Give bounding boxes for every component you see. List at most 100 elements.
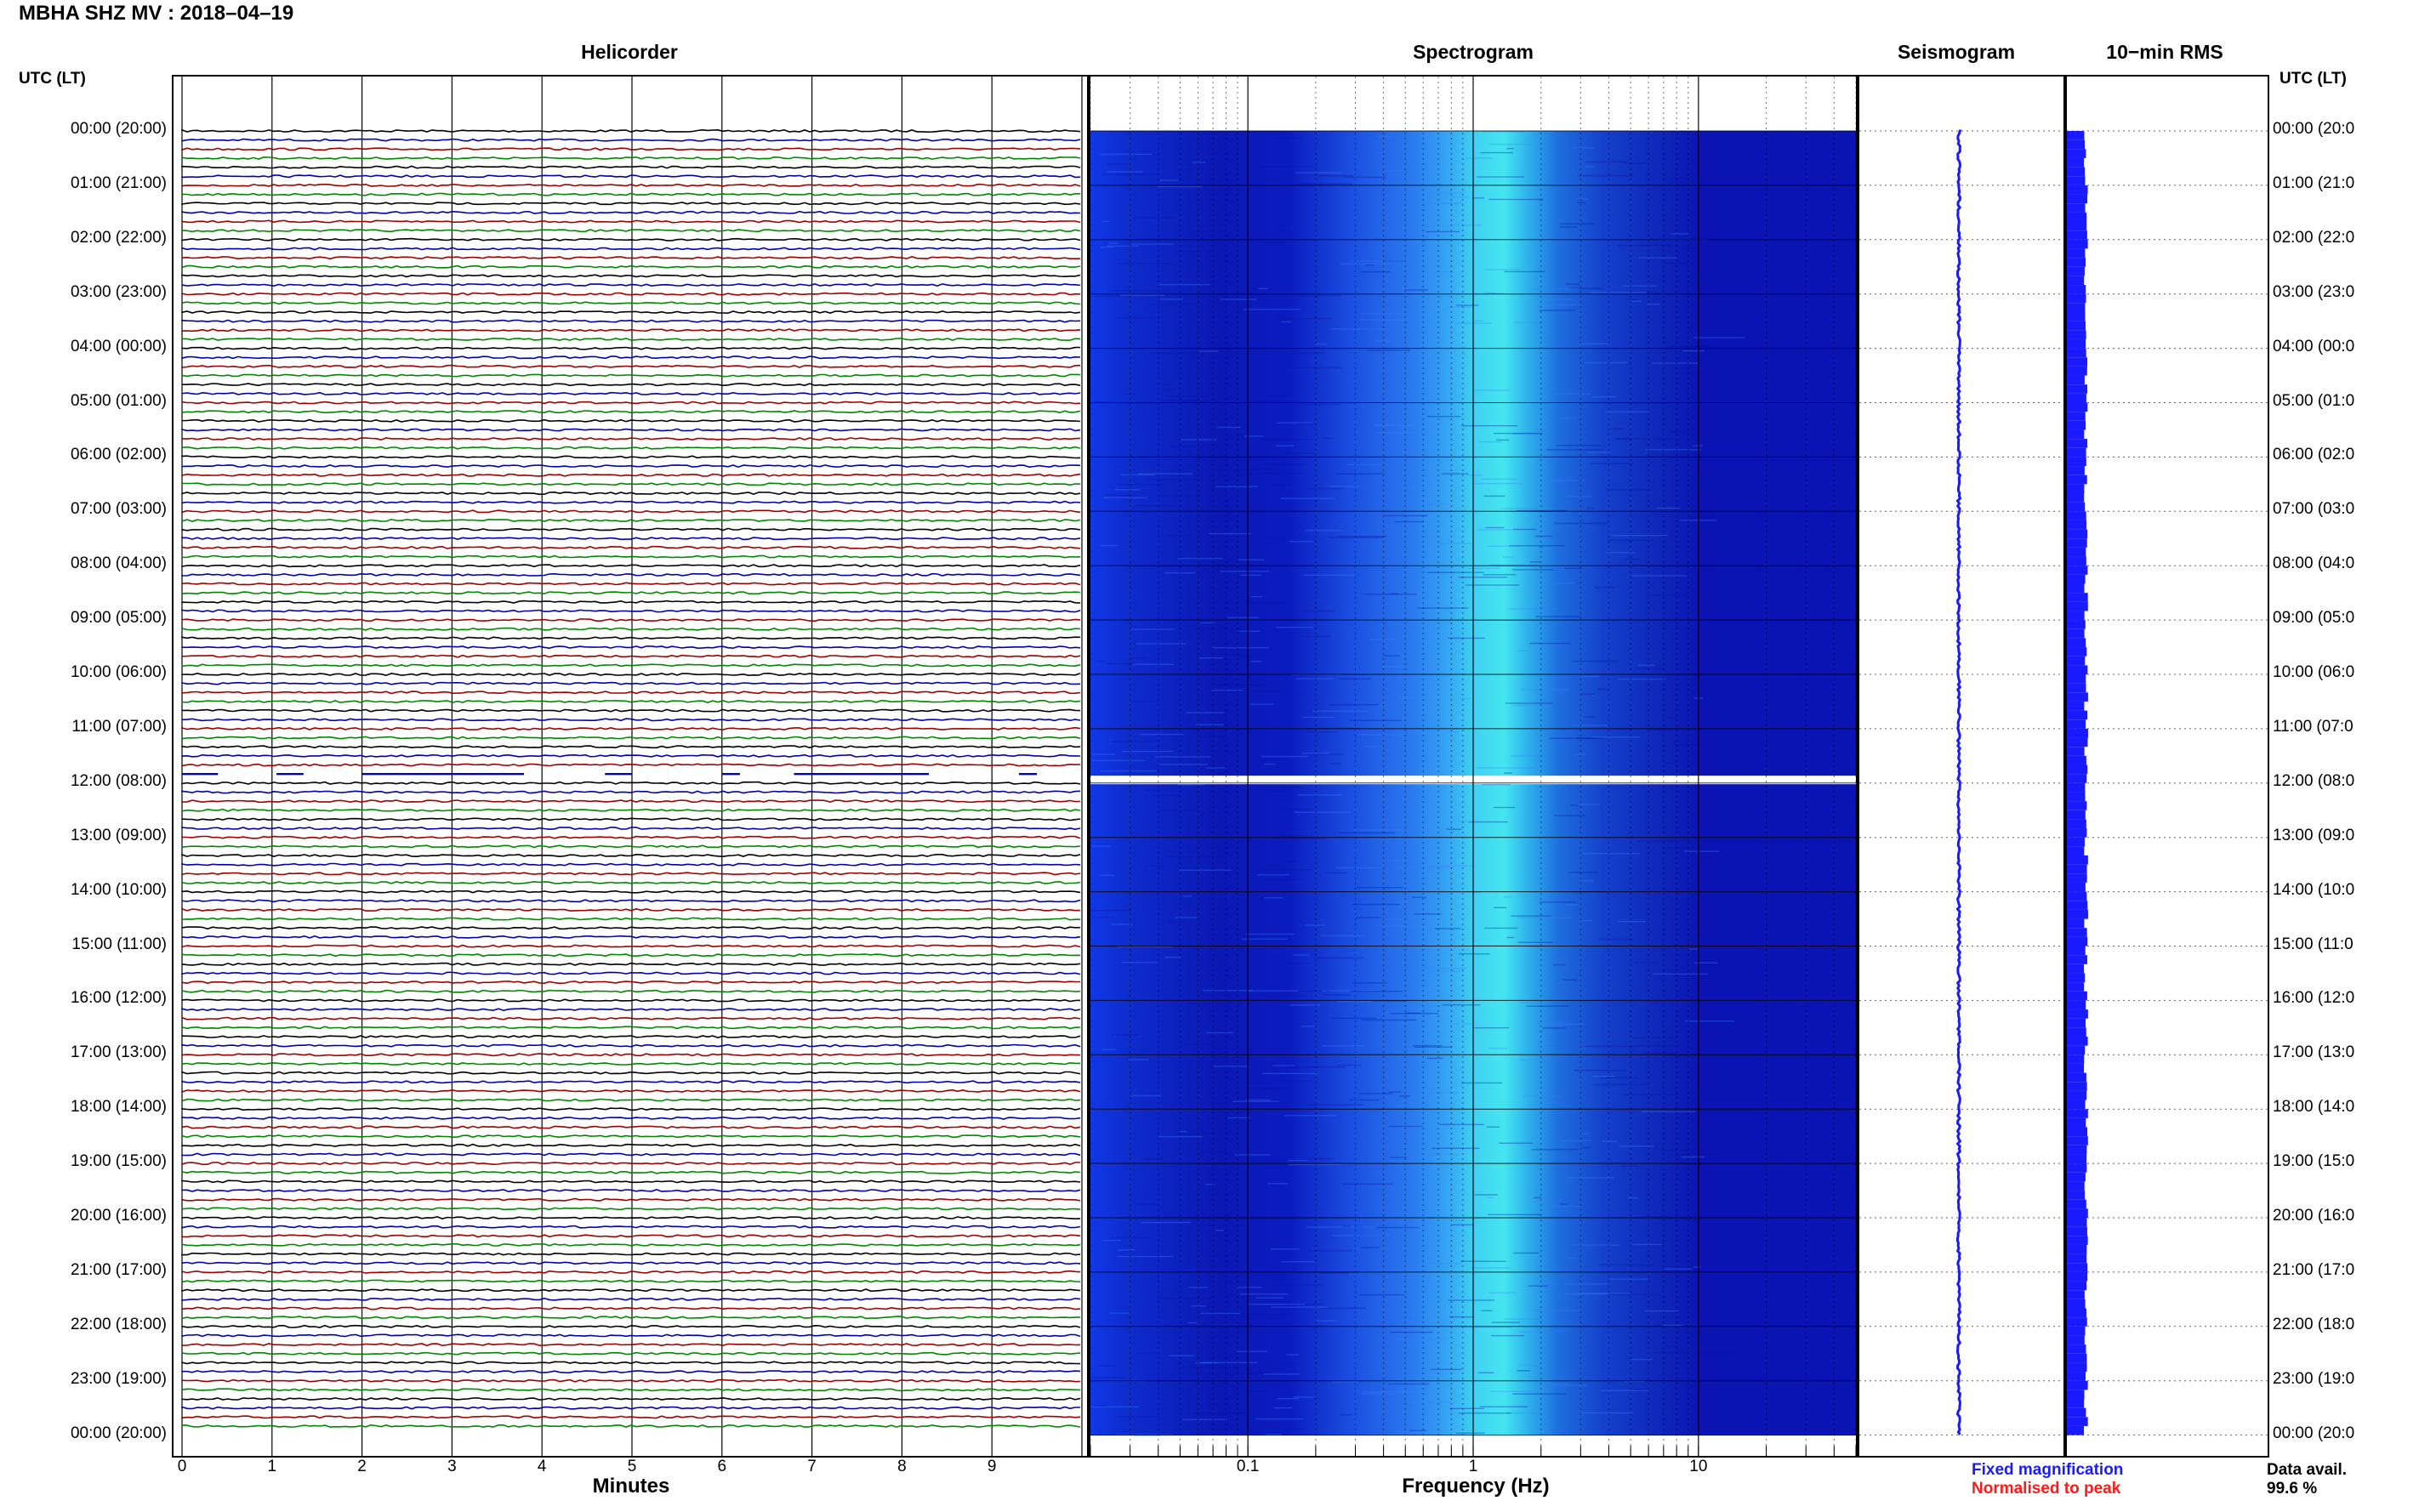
spectrogram-streak [1175,168,1192,171]
rms-bar [2067,882,2086,892]
spectrogram-streak [1357,886,1404,889]
spectrogram-streak [1641,1111,1696,1113]
spectrogram-streak [1485,526,1505,529]
spectrogram-streak [1363,1226,1379,1228]
spectrogram-streak [1517,941,1553,943]
spectrogram-streak [1631,575,1688,577]
spectrogram-streak [1223,685,1262,686]
spectrogram-streak [1432,270,1454,273]
spectrogram-streak [1289,1004,1321,1006]
spectrogram-streak [1115,1416,1162,1418]
spectrogram-streak [1477,529,1512,531]
spectrogram-streak [1645,594,1694,596]
spectrogram-title: Spectrogram [1413,41,1534,63]
spectrogram-streak [1301,403,1340,406]
spectrogram-streak [1099,544,1118,547]
right-time-tick-label: 01:00 (21:0 [2273,173,2355,192]
rms-bar [2067,1090,2087,1100]
spectrogram-streak [1404,1142,1438,1144]
spectrogram-streak [1528,1285,1548,1287]
spectrogram-streak [1503,556,1515,558]
spectrogram-streak [1665,1268,1693,1270]
spectrogram-streak [1199,736,1225,738]
spectrogram-streak [1121,750,1174,753]
rms-bar [2067,810,2086,820]
spectrogram-streak [1264,897,1283,899]
helicorder-trace [181,355,1081,360]
spectrogram-streak [1191,1305,1206,1307]
spectrogram-streak [1175,250,1216,253]
spectrogram-streak [1435,928,1461,929]
minute-tick-label: 3 [447,1458,457,1475]
spectrogram-streak [1160,400,1198,401]
rms-panel [2065,75,2269,1458]
helicorder-trace [181,247,1081,251]
helicorder-trace [181,618,1081,622]
rms-bar [2067,864,2087,874]
rms-bar [2067,1271,2088,1282]
spectrogram-streak [1198,1373,1253,1375]
rms-bar [2067,936,2088,946]
minute-tick-label: 8 [897,1458,907,1475]
spectrogram-streak [1383,260,1404,262]
spectrogram-streak [1097,1365,1117,1367]
spectrogram-streak [1458,953,1490,955]
spectrogram-streak [1239,1293,1289,1295]
spectrogram-streak [1351,903,1400,906]
spectrogram-streak [1323,994,1351,996]
spectrogram-streak [1167,855,1225,858]
spectrogram-streak [1688,948,1699,950]
rms-bar [2067,574,2086,584]
spectrogram-streak [1376,135,1392,137]
helicorder-trace [181,418,1081,423]
legend-fixed: Fixed magnification [1972,1461,2124,1479]
spectrogram-streak [1266,463,1306,465]
spectrogram-streak [1409,1430,1427,1432]
spectrogram-streak [1494,806,1516,809]
spectrogram-streak [1414,1153,1460,1156]
spectrogram-streak [1266,537,1285,540]
spectrogram-streak [1105,494,1139,497]
rms-bar [2067,493,2085,503]
rms-bar [2067,1236,2088,1245]
spectrogram-streak [1100,770,1157,772]
helicorder-trace [181,491,1081,496]
time-tick-label: 07:00 (03:00) [70,500,167,519]
spectrogram-streak [1414,1046,1453,1048]
rms-bar [2067,692,2088,702]
spectrogram-streak [1512,528,1537,531]
rms-bar [2067,402,2088,412]
spectrogram-streak [1107,171,1144,173]
spectrogram-streak [1099,153,1153,156]
spectrogram-streak [1541,184,1589,185]
spectrogram-streak [1300,635,1331,638]
page-title: MBHA SHZ MV : 2018–04–19 [19,2,294,25]
helicorder-trace [181,1189,1081,1193]
helicorder-trace [181,917,1080,921]
helicorder-trace [181,880,1081,884]
spectrogram-streak [1586,507,1595,509]
helicorder-trace [181,953,1081,958]
spectrogram-streak [1488,198,1544,201]
spectrogram-streak [1092,753,1115,755]
spectrogram-streak [1412,503,1449,505]
helicorder-trace [181,835,1081,839]
helicorder-trace [181,1071,1081,1075]
spectrogram-streak [1573,1069,1626,1071]
spectrogram-streak [1431,1368,1463,1371]
spectrogram-streak [1277,317,1333,320]
spectrogram-streak [1560,1203,1568,1205]
spectrogram-streak [1131,657,1147,659]
helicorder-trace [181,1378,1081,1383]
spectrogram-streak [1663,762,1676,765]
spectrogram-streak [1488,1048,1507,1049]
helicorder-trace [181,174,1081,179]
helicorder-trace [181,790,1081,794]
time-tick-label: 12:00 (08:00) [70,771,167,790]
rms-bar [2067,538,2087,548]
spectrogram-streak [1623,162,1649,164]
rms-bar [2067,330,2086,339]
spectrogram-streak [1599,938,1634,941]
helicorder-trace [181,1288,1081,1293]
helicorder-trace [181,1324,1081,1328]
